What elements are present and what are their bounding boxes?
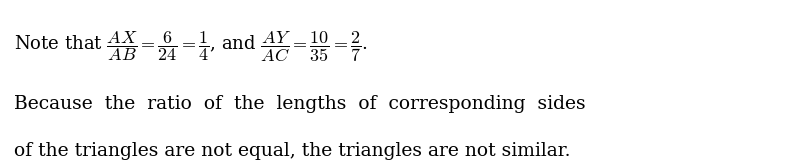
Text: Note that $\dfrac{\mathit{AX}}{\mathit{AB}} = \dfrac{6}{24} = \dfrac{1}{4}$, and: Note that $\dfrac{\mathit{AX}}{\mathit{A…	[14, 30, 368, 64]
Text: Because  the  ratio  of  the  lengths  of  corresponding  sides: Because the ratio of the lengths of corr…	[14, 95, 586, 113]
Text: of the triangles are not equal, the triangles are not similar.: of the triangles are not equal, the tria…	[14, 142, 571, 160]
